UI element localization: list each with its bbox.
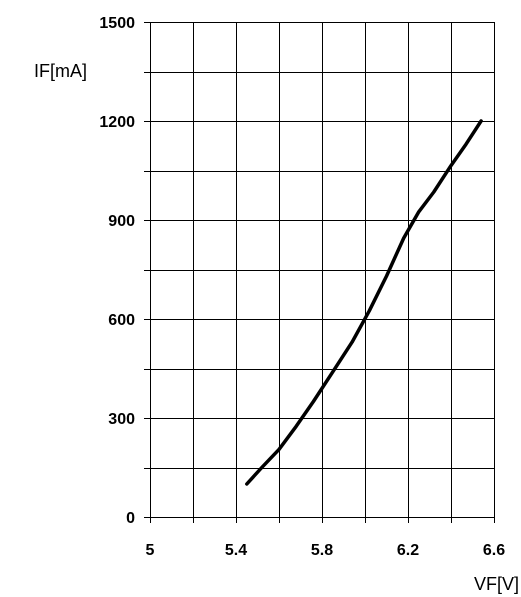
x-tick-label: 6.2 <box>397 542 419 559</box>
y-tick-label: 900 <box>108 213 135 230</box>
series-layer <box>245 119 483 486</box>
grid <box>150 22 495 517</box>
x-tick-label: 5.4 <box>225 542 247 559</box>
series-line <box>245 119 483 486</box>
y-axis-title: IF[mA] <box>34 61 87 81</box>
axes <box>144 22 495 523</box>
y-tick-label: 0 <box>126 510 135 527</box>
x-axis-title: VF[V] <box>474 574 519 594</box>
y-tick-label: 600 <box>108 312 135 329</box>
x-tick-label: 5.8 <box>311 542 333 559</box>
x-tick-label: 5 <box>146 542 155 559</box>
y-tick-label: 1200 <box>99 114 135 131</box>
y-tick-label: 1500 <box>99 15 135 32</box>
x-tick-label: 6.6 <box>483 542 505 559</box>
tick-labels: 5 5.4 5.8 6.2 6.6 0 300 600 900 1200 1500 <box>99 15 505 559</box>
y-tick-label: 300 <box>108 411 135 428</box>
